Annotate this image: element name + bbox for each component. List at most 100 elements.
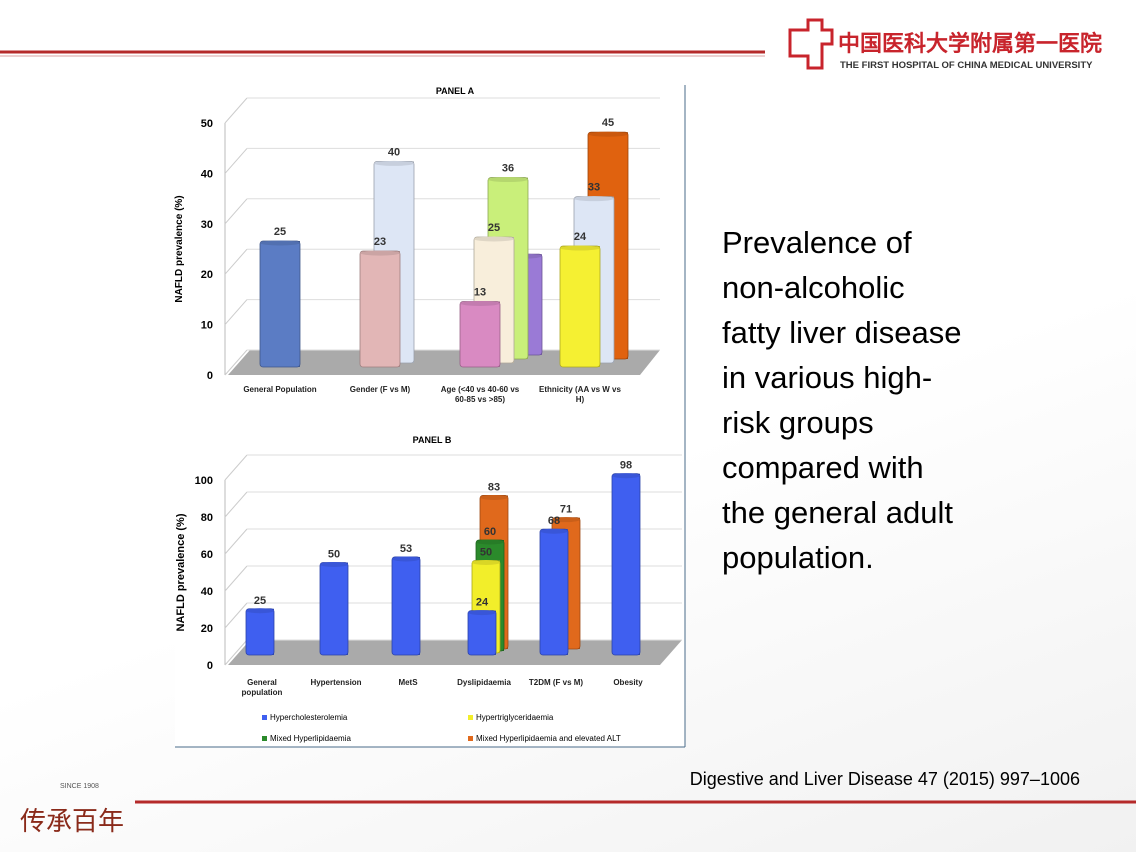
x-tick-label: Gender (F vs M)	[349, 385, 411, 394]
bar	[559, 245, 601, 368]
y-tick-label: 100	[195, 475, 213, 487]
legend-label: Mixed Hyperlipidaemia and elevated ALT	[476, 734, 621, 743]
text-line: Prevalence of	[722, 225, 912, 260]
text-line: in various high-	[722, 360, 933, 395]
data-label: 33	[588, 182, 600, 194]
text-line: risk groups	[722, 405, 874, 440]
x-tick-label: Obesity	[613, 678, 643, 687]
bar	[467, 610, 497, 656]
data-label: 24	[476, 597, 489, 609]
x-tick-label-text: General population	[241, 678, 283, 697]
hospital-cn: 中国医科大学附属第一医院	[838, 31, 1102, 56]
x-tick-label: Ethnicity (AA vs W vs H)	[539, 385, 621, 404]
data-label: 40	[388, 146, 400, 158]
bar	[391, 556, 421, 656]
bar-cap	[320, 562, 348, 567]
y-tick-label: 20	[201, 623, 213, 635]
chart-title: PANEL B	[413, 435, 452, 445]
y-axis-title: NAFLD prevalence (%)	[174, 195, 185, 302]
x-tick-label: General population	[241, 678, 283, 697]
bar-cap	[472, 560, 500, 565]
legend-label: Hypercholesterolemia	[270, 713, 348, 722]
data-label: 36	[502, 163, 514, 175]
chart-title: PANEL A	[436, 86, 475, 96]
citation: Digestive and Liver Disease 47 (2015) 99…	[690, 769, 1080, 789]
y-axis-title: NAFLD prevalence (%)	[175, 513, 187, 631]
grid-line	[224, 602, 248, 629]
x-tick-label: Age (<40 vs 40-60 vs 60-85 vs >85)	[440, 385, 520, 404]
text-line: compared with	[722, 450, 924, 485]
bar-cap	[374, 160, 414, 166]
bar-cap	[260, 240, 300, 246]
data-label: 83	[488, 481, 500, 493]
text-line: population.	[722, 540, 874, 575]
hospital-en: THE FIRST HOSPITAL OF CHINA MEDICAL UNIV…	[840, 60, 1093, 71]
data-label: 25	[274, 226, 286, 238]
bar	[359, 250, 401, 368]
data-label: 24	[574, 231, 587, 243]
since: SINCE 1908	[60, 783, 99, 790]
x-tick-label: Dyslipidaemia	[457, 678, 511, 687]
legend-swatch	[468, 715, 473, 720]
data-label: 25	[488, 222, 500, 234]
bar	[539, 528, 569, 656]
legend-swatch	[468, 736, 473, 741]
bar	[611, 473, 641, 656]
bar-cap	[488, 177, 528, 183]
y-tick-label: 30	[201, 219, 213, 231]
bar-cap	[560, 245, 600, 251]
bar-cap	[468, 610, 496, 616]
logo-cross	[788, 18, 834, 70]
data-label: 50	[328, 549, 340, 561]
grid-line	[224, 349, 248, 376]
grid-line	[224, 491, 248, 518]
y-tick-label: 10	[201, 320, 213, 332]
grid-line	[224, 639, 248, 666]
motto: 传承百年	[20, 806, 124, 836]
grid-line	[224, 528, 248, 555]
y-tick-label: 0	[207, 370, 213, 382]
y-tick-label: 50	[201, 118, 213, 130]
bar-cap	[476, 539, 504, 545]
y-tick-label: 0	[207, 660, 213, 672]
bar-cap	[460, 300, 500, 306]
x-tick-label-text: Hypertension	[310, 678, 362, 687]
grid-line	[224, 454, 248, 481]
y-tick-label: 60	[201, 549, 213, 561]
data-label: 50	[480, 547, 492, 559]
x-tick-label-text: Gender (F vs M)	[349, 385, 411, 394]
x-tick-label: Hypertension	[310, 678, 362, 687]
x-tick-label-text: Dyslipidaemia	[457, 678, 511, 687]
grid-line	[224, 299, 248, 325]
bar-cap	[588, 131, 628, 137]
data-label: 98	[620, 460, 632, 472]
legend-swatch	[262, 715, 267, 720]
x-tick-label-text: Age (<40 vs 40-60 vs 60-85 vs >85)	[440, 385, 520, 404]
data-label: 45	[602, 117, 614, 129]
legend-label: Mixed Hyperlipidaemia	[270, 734, 351, 743]
bar-cap	[480, 494, 508, 500]
text-line: non-alcoholic	[722, 270, 905, 305]
bar-cap	[574, 196, 614, 202]
bar-cap	[552, 517, 580, 523]
x-tick-label: MetS	[398, 678, 417, 687]
data-label: 25	[254, 595, 266, 607]
y-tick-label: 40	[201, 586, 213, 598]
data-label: 13	[474, 286, 486, 298]
description: Prevalence of non-alcoholic fatty liver di…	[722, 220, 962, 580]
y-tick-label: 40	[201, 168, 213, 180]
grid-line	[224, 248, 248, 275]
x-tick-label-text: T2DM (F vs M)	[528, 678, 584, 687]
bar-cap	[392, 556, 420, 562]
grid-line	[224, 97, 248, 124]
data-label: 23	[374, 236, 386, 248]
text-line: fatty liver disease	[722, 315, 962, 350]
data-label: 68	[548, 515, 560, 527]
data-label: 53	[400, 543, 412, 555]
x-tick-label-text: Obesity	[613, 678, 643, 687]
bar	[259, 240, 301, 368]
bar	[319, 562, 349, 656]
text-line: the general adult	[722, 495, 953, 530]
data-label: 71	[560, 504, 572, 516]
